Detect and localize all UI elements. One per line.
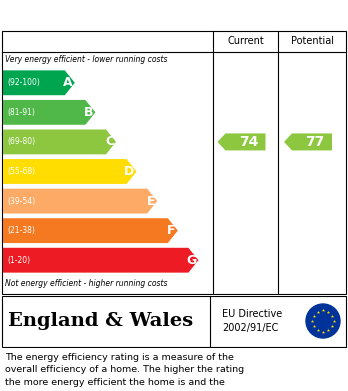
Text: D: D xyxy=(124,165,135,178)
Polygon shape xyxy=(3,100,95,125)
Text: The energy efficiency rating is a measure of the
overall efficiency of a home. T: The energy efficiency rating is a measur… xyxy=(5,353,244,391)
Polygon shape xyxy=(3,218,178,243)
Polygon shape xyxy=(3,188,157,213)
Polygon shape xyxy=(3,70,75,95)
Text: E: E xyxy=(147,195,155,208)
Polygon shape xyxy=(3,129,116,154)
Polygon shape xyxy=(218,133,266,151)
Text: G: G xyxy=(186,254,196,267)
Text: Current: Current xyxy=(227,36,264,46)
Text: Potential: Potential xyxy=(291,36,333,46)
Text: (69-80): (69-80) xyxy=(7,137,35,146)
Text: (92-100): (92-100) xyxy=(7,78,40,87)
Polygon shape xyxy=(3,248,198,273)
Text: A: A xyxy=(63,76,73,89)
Text: (21-38): (21-38) xyxy=(7,226,35,235)
Text: 74: 74 xyxy=(239,135,258,149)
Text: F: F xyxy=(167,224,176,237)
Text: B: B xyxy=(84,106,93,119)
Text: C: C xyxy=(105,135,114,149)
Text: Not energy efficient - higher running costs: Not energy efficient - higher running co… xyxy=(5,280,167,289)
Text: 77: 77 xyxy=(306,135,325,149)
Polygon shape xyxy=(3,159,137,184)
Text: Very energy efficient - lower running costs: Very energy efficient - lower running co… xyxy=(5,56,167,65)
Text: Energy Efficiency Rating: Energy Efficiency Rating xyxy=(10,7,220,23)
Text: (81-91): (81-91) xyxy=(7,108,35,117)
Text: (1-20): (1-20) xyxy=(7,256,30,265)
Text: EU Directive
2002/91/EC: EU Directive 2002/91/EC xyxy=(222,309,282,333)
Text: England & Wales: England & Wales xyxy=(8,312,193,330)
Polygon shape xyxy=(284,133,332,151)
Text: (55-68): (55-68) xyxy=(7,167,35,176)
Circle shape xyxy=(306,304,340,338)
Text: (39-54): (39-54) xyxy=(7,197,35,206)
